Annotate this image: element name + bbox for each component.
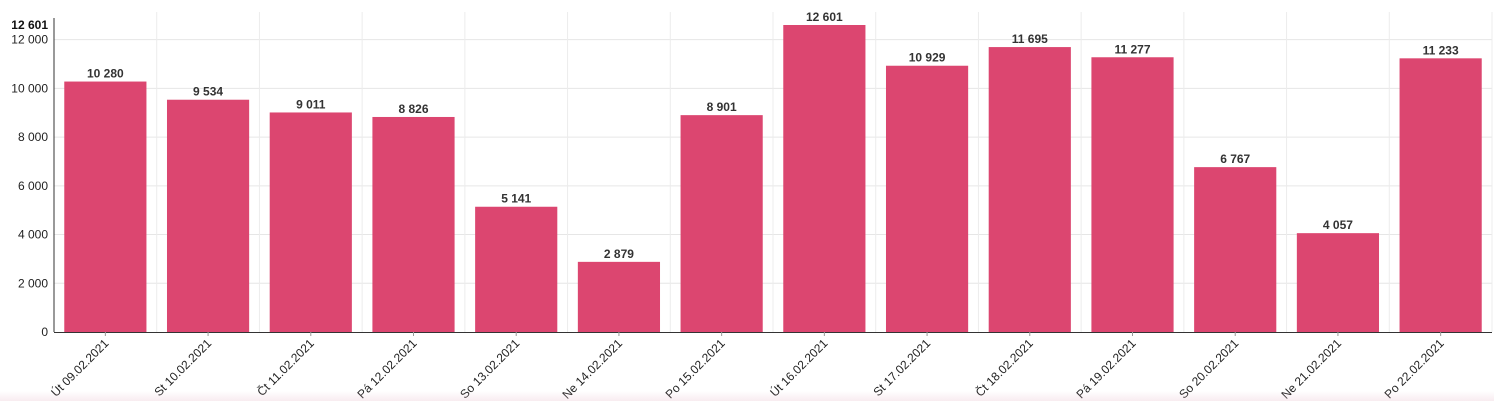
data-label: 12 601 — [806, 10, 843, 24]
bar[interactable] — [680, 115, 763, 332]
y-tick-label: 12 000 — [11, 33, 48, 47]
bar[interactable] — [475, 206, 558, 332]
y-tick-label: 6 000 — [18, 179, 48, 193]
bar[interactable] — [1296, 233, 1380, 332]
x-tick-label: Čt 11.02.2021 — [254, 335, 318, 399]
y-max-label: 12 601 — [11, 18, 48, 32]
data-label: 2 879 — [604, 247, 634, 261]
data-label: 4 057 — [1323, 218, 1353, 232]
bar[interactable] — [166, 99, 250, 332]
data-label: 6 767 — [1220, 152, 1250, 166]
bar[interactable] — [988, 47, 1071, 333]
data-label: 9 011 — [296, 97, 326, 111]
y-tick-label: 2 000 — [18, 276, 48, 290]
bar[interactable] — [783, 25, 866, 332]
y-tick-label: 10 000 — [11, 81, 48, 95]
data-label: 10 929 — [909, 51, 946, 65]
data-label: 9 534 — [193, 85, 223, 99]
x-tick-label: Út 16.02.2021 — [767, 335, 831, 399]
x-tick-label: Út 09.02.2021 — [48, 335, 112, 399]
y-tick-label: 0 — [41, 325, 48, 339]
data-label: 11 695 — [1012, 32, 1048, 46]
bar[interactable] — [1194, 167, 1277, 332]
bar[interactable] — [64, 81, 147, 332]
data-label: 8 826 — [398, 102, 428, 116]
data-label: 5 141 — [501, 192, 531, 206]
value-labels: 10 280 9 534 9 011 8 826 5 141 2 879 8 901 12 6… — [87, 10, 1459, 261]
x-tick-label: St 10.02.2021 — [151, 336, 214, 399]
bar[interactable] — [1399, 58, 1482, 332]
bar[interactable] — [885, 65, 969, 333]
bars — [64, 25, 1482, 333]
axes — [53, 18, 1492, 333]
bar[interactable] — [577, 261, 661, 332]
bar[interactable] — [372, 116, 455, 332]
bottom-fade — [0, 391, 1494, 401]
data-label: 8 901 — [707, 100, 737, 114]
y-tick-label: 4 000 — [18, 228, 48, 242]
x-tick-label: St 17.02.2021 — [870, 336, 933, 399]
bar[interactable] — [269, 112, 352, 333]
bar[interactable] — [1091, 57, 1174, 332]
y-tick-label: 8 000 — [18, 130, 48, 144]
data-label: 10 280 — [87, 67, 124, 81]
data-label: 11 233 — [1423, 43, 1459, 57]
data-label: 11 277 — [1114, 42, 1150, 56]
x-tick-label: Čt 18.02.2021 — [972, 335, 1036, 399]
